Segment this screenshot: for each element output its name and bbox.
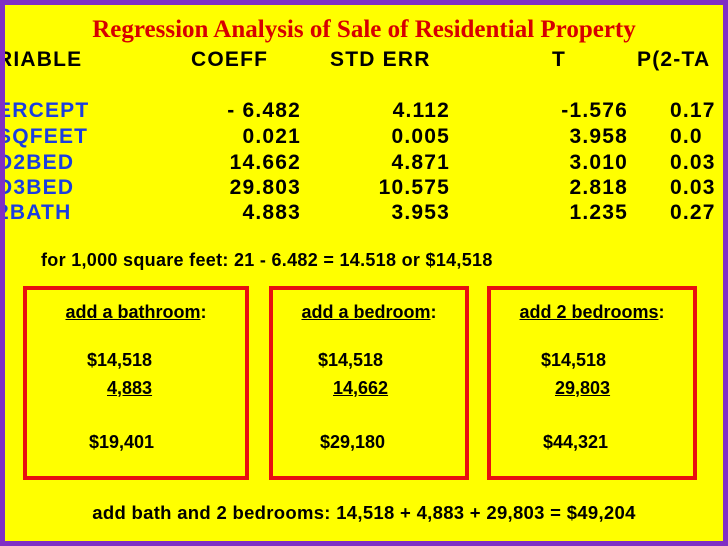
table-row: ERCEPT - 6.482 4.112 -1.576 0.17 [5, 99, 723, 123]
coeff-value: - 6.482 [227, 99, 301, 122]
std-err-value: 3.953 [391, 201, 450, 224]
std-err-value: 4.112 [392, 99, 450, 122]
t-value: 2.818 [569, 176, 628, 199]
std-err-value: 0.005 [391, 125, 450, 148]
p-value: 0.17 [670, 99, 716, 122]
calculation-line: for 1,000 square feet: 21 - 6.482 = 14.5… [41, 250, 493, 270]
box-label-colon: : [430, 302, 437, 322]
table-row: D3BED 29.803 10.575 2.818 0.03 [5, 176, 723, 200]
bathroom-box: add a bathroom: $14,518 4,883 $19,401 [23, 286, 249, 480]
bedroom-box: add a bedroom: $14,518 14,662 $29,180 [269, 286, 469, 480]
box-label-text: add 2 bedrooms [519, 302, 659, 322]
p-value: 0.27 [670, 201, 716, 224]
coeff-value: 29.803 [229, 176, 301, 199]
total-amount: $19,401 [89, 432, 155, 452]
header-coeff: COEFF [191, 48, 269, 71]
t-value: 1.235 [569, 201, 628, 224]
total-amount: $44,321 [543, 432, 609, 452]
table-row: D2BED 14.662 4.871 3.010 0.03 [5, 151, 723, 175]
t-value: -1.576 [561, 99, 628, 122]
table-row: 2BATH 4.883 3.953 1.235 0.27 [5, 201, 723, 225]
variable-name: ERCEPT [5, 99, 90, 122]
box-label-colon: : [658, 302, 665, 322]
base-amount: $14,518 [318, 350, 384, 370]
base-amount: $14,518 [541, 350, 607, 370]
summary-line: add bath and 2 bedrooms: 14,518 + 4,883 … [92, 502, 636, 523]
header-variable: RIABLE [5, 48, 83, 71]
t-value: 3.958 [569, 125, 628, 148]
t-value: 3.010 [569, 151, 628, 174]
std-err-value: 4.871 [391, 151, 450, 174]
std-err-value: 10.575 [378, 176, 450, 199]
variable-name: D3BED [5, 176, 75, 199]
p-value: 0.0 [670, 125, 703, 148]
box-label-text: add a bathroom [65, 302, 201, 322]
table-row: SQFEET 0.021 0.005 3.958 0.0 [5, 125, 723, 149]
added-amount: 4,883 [107, 378, 153, 398]
variable-name: D2BED [5, 151, 75, 174]
header-t: T [552, 48, 567, 71]
box-label: add a bathroom: [27, 302, 245, 323]
variable-name: 2BATH [5, 201, 72, 224]
header-p: P(2-TA [637, 48, 711, 71]
coeff-value: 14.662 [229, 151, 301, 174]
coeff-value: 0.021 [242, 125, 301, 148]
p-value: 0.03 [670, 176, 716, 199]
box-label: add 2 bedrooms: [491, 302, 693, 323]
slide: Regression Analysis of Sale of Residenti… [5, 5, 723, 541]
table-header: RIABLE COEFF STD ERR T P(2-TA [5, 48, 723, 72]
total-amount: $29,180 [320, 432, 386, 452]
added-amount: 14,662 [333, 378, 389, 398]
box-label-colon: : [200, 302, 207, 322]
coeff-value: 4.883 [242, 201, 301, 224]
added-amount: 29,803 [555, 378, 611, 398]
box-label-text: add a bedroom [301, 302, 431, 322]
header-std-err: STD ERR [330, 48, 431, 71]
box-label: add a bedroom: [273, 302, 465, 323]
base-amount: $14,518 [87, 350, 153, 370]
slide-title: Regression Analysis of Sale of Residenti… [92, 16, 636, 43]
two-bedrooms-box: add 2 bedrooms: $14,518 29,803 $44,321 [487, 286, 697, 480]
p-value: 0.03 [670, 151, 716, 174]
variable-name: SQFEET [5, 125, 89, 148]
